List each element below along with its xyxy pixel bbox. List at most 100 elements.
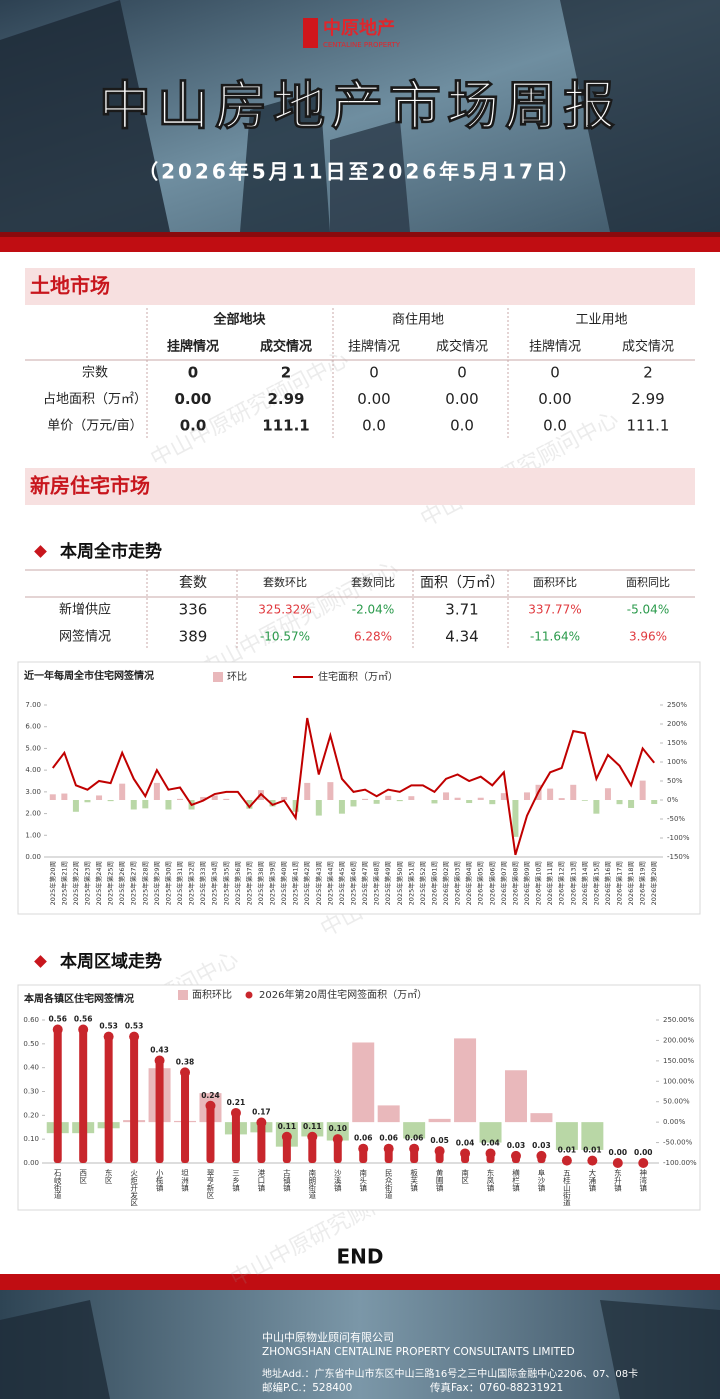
- building: [560, 0, 720, 232]
- footer-fax: 传真Fax：0760-88231921: [430, 1381, 563, 1394]
- value-label: 0.38: [176, 1057, 195, 1066]
- value-label: 0.03: [507, 1141, 526, 1150]
- x-tick-label: 2025年第39周: [268, 861, 277, 905]
- x-tick-label: 坦洲镇: [180, 1169, 189, 1193]
- footer-company-en: ZHONGSHAN CENTALINE PROPERTY CONSULTANTS…: [262, 1346, 575, 1358]
- sub-header: 挂牌情况: [167, 339, 219, 355]
- y2-tick-label: 0.00%: [663, 1118, 686, 1126]
- bar: [292, 800, 299, 812]
- x-tick-label: 2025年第38周: [256, 861, 265, 905]
- y2-tick-label: 200%: [667, 720, 687, 728]
- value-label: 0.43: [150, 1046, 169, 1055]
- table-header: 套数: [179, 575, 207, 591]
- section-band: [25, 468, 695, 505]
- value-label: 0.11: [278, 1122, 297, 1131]
- x-tick-label: 2025年第51周: [406, 861, 415, 905]
- lollipop-head: [434, 1146, 445, 1157]
- table-header: 面积同比: [626, 576, 670, 589]
- lollipop-head: [485, 1148, 496, 1159]
- bar: [558, 798, 565, 800]
- red-band-dark: [0, 232, 720, 237]
- x-tick-label: 2026年第10周: [534, 861, 543, 905]
- x-tick-label: 东升镇: [613, 1168, 622, 1193]
- x-tick-label: 2026年第15周: [591, 861, 600, 905]
- lollipop-stem: [206, 1105, 215, 1163]
- x-tick-label: 2025年第43周: [314, 861, 323, 905]
- x-tick-label: 2025年第21周: [59, 861, 68, 905]
- section-title: 土地市场: [30, 274, 110, 298]
- value-label: 0.00: [609, 1148, 628, 1157]
- x-tick-label: 2025年第36周: [233, 861, 242, 905]
- x-tick-label: 2026年第18周: [626, 861, 635, 905]
- x-tick-label: 2025年第40周: [279, 861, 288, 905]
- row-label: 占地面积（万㎡）: [43, 392, 147, 407]
- bar: [61, 793, 68, 800]
- bar: [651, 800, 658, 805]
- bar: [327, 782, 334, 800]
- x-tick-label: 2025年第46周: [349, 861, 358, 905]
- y2-tick-label: 250%: [667, 701, 687, 709]
- lollipop-head: [230, 1107, 241, 1118]
- x-tick-label: 古镇镇: [282, 1168, 291, 1193]
- lollipop-head: [383, 1143, 394, 1154]
- building: [240, 90, 330, 232]
- table-cell: 0.00: [174, 390, 211, 408]
- bar: [223, 798, 230, 800]
- x-tick-label: 2025年第25周: [106, 861, 115, 905]
- value-label: 0.06: [354, 1134, 373, 1143]
- value-label: 0.04: [481, 1138, 500, 1147]
- x-tick-label: 2025年第24周: [94, 861, 103, 905]
- x-tick-label: 西区: [78, 1169, 87, 1185]
- table-cell: 0.0: [362, 417, 386, 435]
- lollipop-head: [409, 1143, 420, 1154]
- value-label: 0.24: [201, 1091, 220, 1100]
- building: [0, 1300, 110, 1399]
- lollipop-head: [307, 1131, 318, 1142]
- x-tick-label: 2025年第42周: [302, 861, 311, 905]
- table-cell: 325.32%: [258, 603, 311, 617]
- table-cell: 0.0: [450, 417, 474, 435]
- y-tick-label: 0.00: [23, 1159, 39, 1167]
- x-tick-label: 2025年第50周: [395, 861, 404, 905]
- table-cell: 389: [179, 628, 208, 646]
- value-label: 0.05: [430, 1136, 449, 1145]
- subtitle: （2026年5月11日至2026年5月17日）: [138, 160, 582, 184]
- x-tick-label: 民众街道: [384, 1169, 393, 1201]
- x-tick-label: 2025年第22周: [71, 861, 80, 905]
- x-tick-label: 横栏镇: [511, 1168, 520, 1193]
- sub-header: 挂牌情况: [348, 339, 400, 355]
- y-tick-label: 7.00: [25, 701, 41, 709]
- lollipop-stem: [333, 1139, 342, 1163]
- x-tick-label: 神湾镇: [639, 1168, 648, 1193]
- bar: [130, 800, 137, 810]
- footer-address: 地址Add.：广东省中山市东区中山三路16号之三中山国际金融中心2206、07、…: [262, 1367, 638, 1380]
- lollipop-head: [638, 1158, 649, 1168]
- bar: [269, 800, 276, 807]
- x-tick-label: 板芙镇: [409, 1168, 418, 1193]
- table-cell: 2.99: [631, 390, 664, 408]
- value-label: 0.06: [379, 1134, 398, 1143]
- x-tick-label: 2026年第20周: [649, 861, 658, 905]
- table-cell: 0.00: [538, 390, 571, 408]
- bar: [408, 796, 415, 800]
- legend-swatch: [213, 672, 223, 682]
- x-tick-label: 2026年第03周: [453, 861, 462, 905]
- x-tick-label: 2026年第13周: [568, 861, 577, 905]
- sub-header: 成交情况: [260, 339, 312, 355]
- sub-section-title: 本周区域走势: [60, 951, 162, 972]
- bar: [281, 796, 288, 800]
- lollipop-stem: [282, 1136, 291, 1163]
- table-cell: 3.96%: [629, 630, 667, 644]
- bar: [315, 800, 322, 816]
- title: 中山房地产市场周报: [99, 77, 621, 137]
- y-tick-label: 6.00: [25, 723, 41, 731]
- section-title: 新房住宅市场: [30, 474, 150, 498]
- lollipop-stem: [257, 1122, 266, 1163]
- table-cell: 6.28%: [354, 630, 392, 644]
- bar: [466, 800, 473, 804]
- x-tick-label: 2025年第26周: [117, 861, 126, 905]
- bar: [72, 800, 79, 812]
- bar: [428, 1118, 451, 1123]
- lollipop-head: [129, 1031, 140, 1042]
- bar: [301, 1122, 324, 1137]
